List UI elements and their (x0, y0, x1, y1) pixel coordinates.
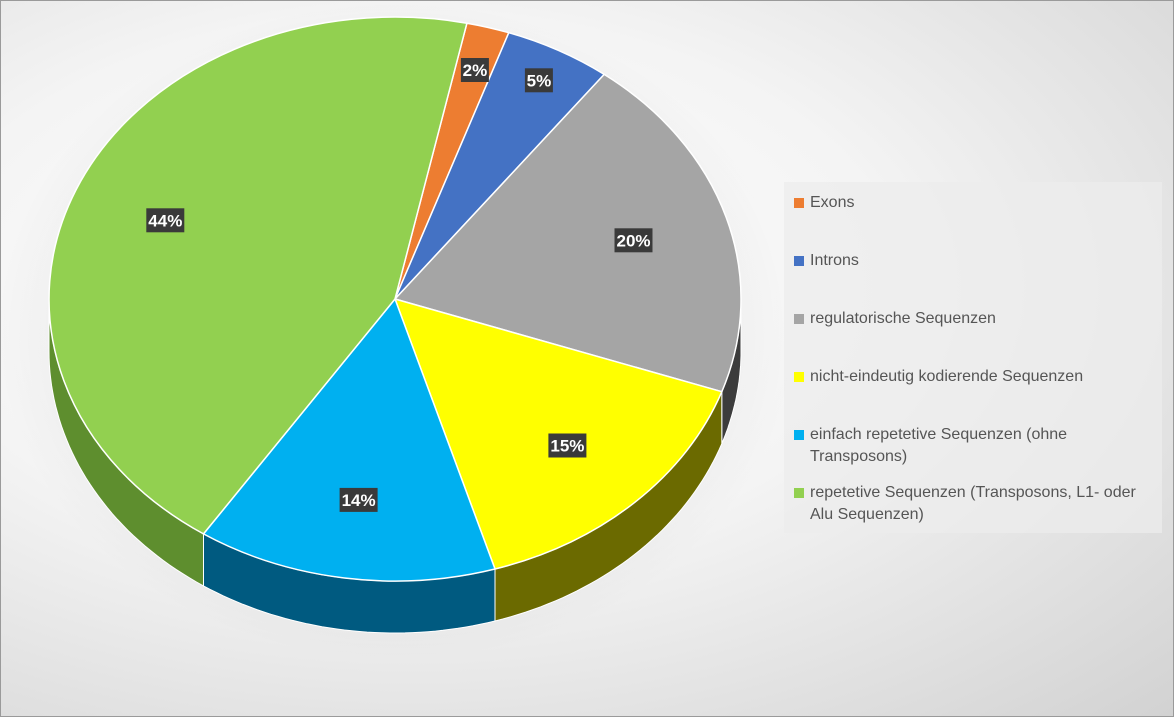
data-label-box (460, 58, 489, 82)
pie-sides (48, 298, 742, 634)
data-label-text: 15% (550, 437, 584, 456)
legend-item-repetetive-sequenzen-transposons-l1-oder-alu-sequenzen: repetetive Sequenzen (Transposons, L1- o… (784, 482, 1160, 526)
pie-slice-repetetive-sequenzen-transposons-l1-oder-alu-sequenzen (48, 16, 468, 535)
legend-item-einfach-repetetive-sequenzen-ohne-transposons: einfach repetetive Sequenzen (ohne Trans… (784, 424, 1160, 468)
legend-item-nicht-eindeutig-kodierende-sequenzen: nicht-eindeutig kodierende Sequenzen (784, 366, 1160, 388)
data-label-box (548, 433, 587, 458)
data-label-repetetive-sequenzen-transposons-l1-oder-alu-sequenzen: 44% (146, 208, 185, 233)
pie-slice-regulatorische-sequenzen (393, 73, 742, 393)
legend-item-exons: Exons (784, 192, 1160, 214)
legend-swatch (794, 198, 804, 208)
legend-label: einfach repetetive Sequenzen (ohne Trans… (810, 426, 1068, 465)
legend-label: nicht-eindeutig kodierende Sequenzen (810, 368, 1084, 385)
legend-label: Exons (810, 194, 855, 211)
legend-swatch (794, 372, 804, 382)
legend-label: regulatorische Sequenzen (810, 310, 996, 327)
legend-item-introns: Introns (784, 250, 1160, 272)
legend: Exons Introns regulatorische Sequenzen nich… (784, 182, 1162, 533)
data-label-box (339, 487, 378, 512)
legend-swatch (794, 430, 804, 440)
pie-tops (48, 16, 742, 582)
data-label-box (524, 68, 553, 93)
legend-swatch (794, 488, 804, 498)
data-label-text: 20% (616, 231, 650, 250)
pie-slice-einfach-repetetive-sequenzen-ohne-transposons (202, 297, 496, 582)
legend-swatch (794, 314, 804, 324)
data-label-text: 5% (527, 71, 552, 90)
legend-label: Introns (810, 252, 859, 269)
data-label-text: 44% (148, 211, 182, 230)
data-label-box (614, 228, 653, 253)
legend-swatch (794, 256, 804, 266)
data-label-introns: 5% (524, 68, 553, 93)
data-label-text: 14% (342, 491, 376, 510)
legend-label: repetetive Sequenzen (Transposons, L1- o… (810, 484, 1136, 523)
legend-item-regulatorische-sequenzen: regulatorische Sequenzen (784, 308, 1160, 330)
data-label-nicht-eindeutig-kodierende-sequenzen: 15% (548, 433, 587, 458)
data-label-box (146, 208, 185, 233)
data-label-exons: 2% (460, 58, 489, 82)
data-label-text: 2% (463, 61, 488, 80)
data-label-einfach-repetetive-sequenzen-ohne-transposons: 14% (339, 487, 378, 512)
data-label-regulatorische-sequenzen: 20% (614, 228, 653, 253)
pie-data-labels: 2% 5% 20% 15% 14% 44% (146, 58, 653, 512)
